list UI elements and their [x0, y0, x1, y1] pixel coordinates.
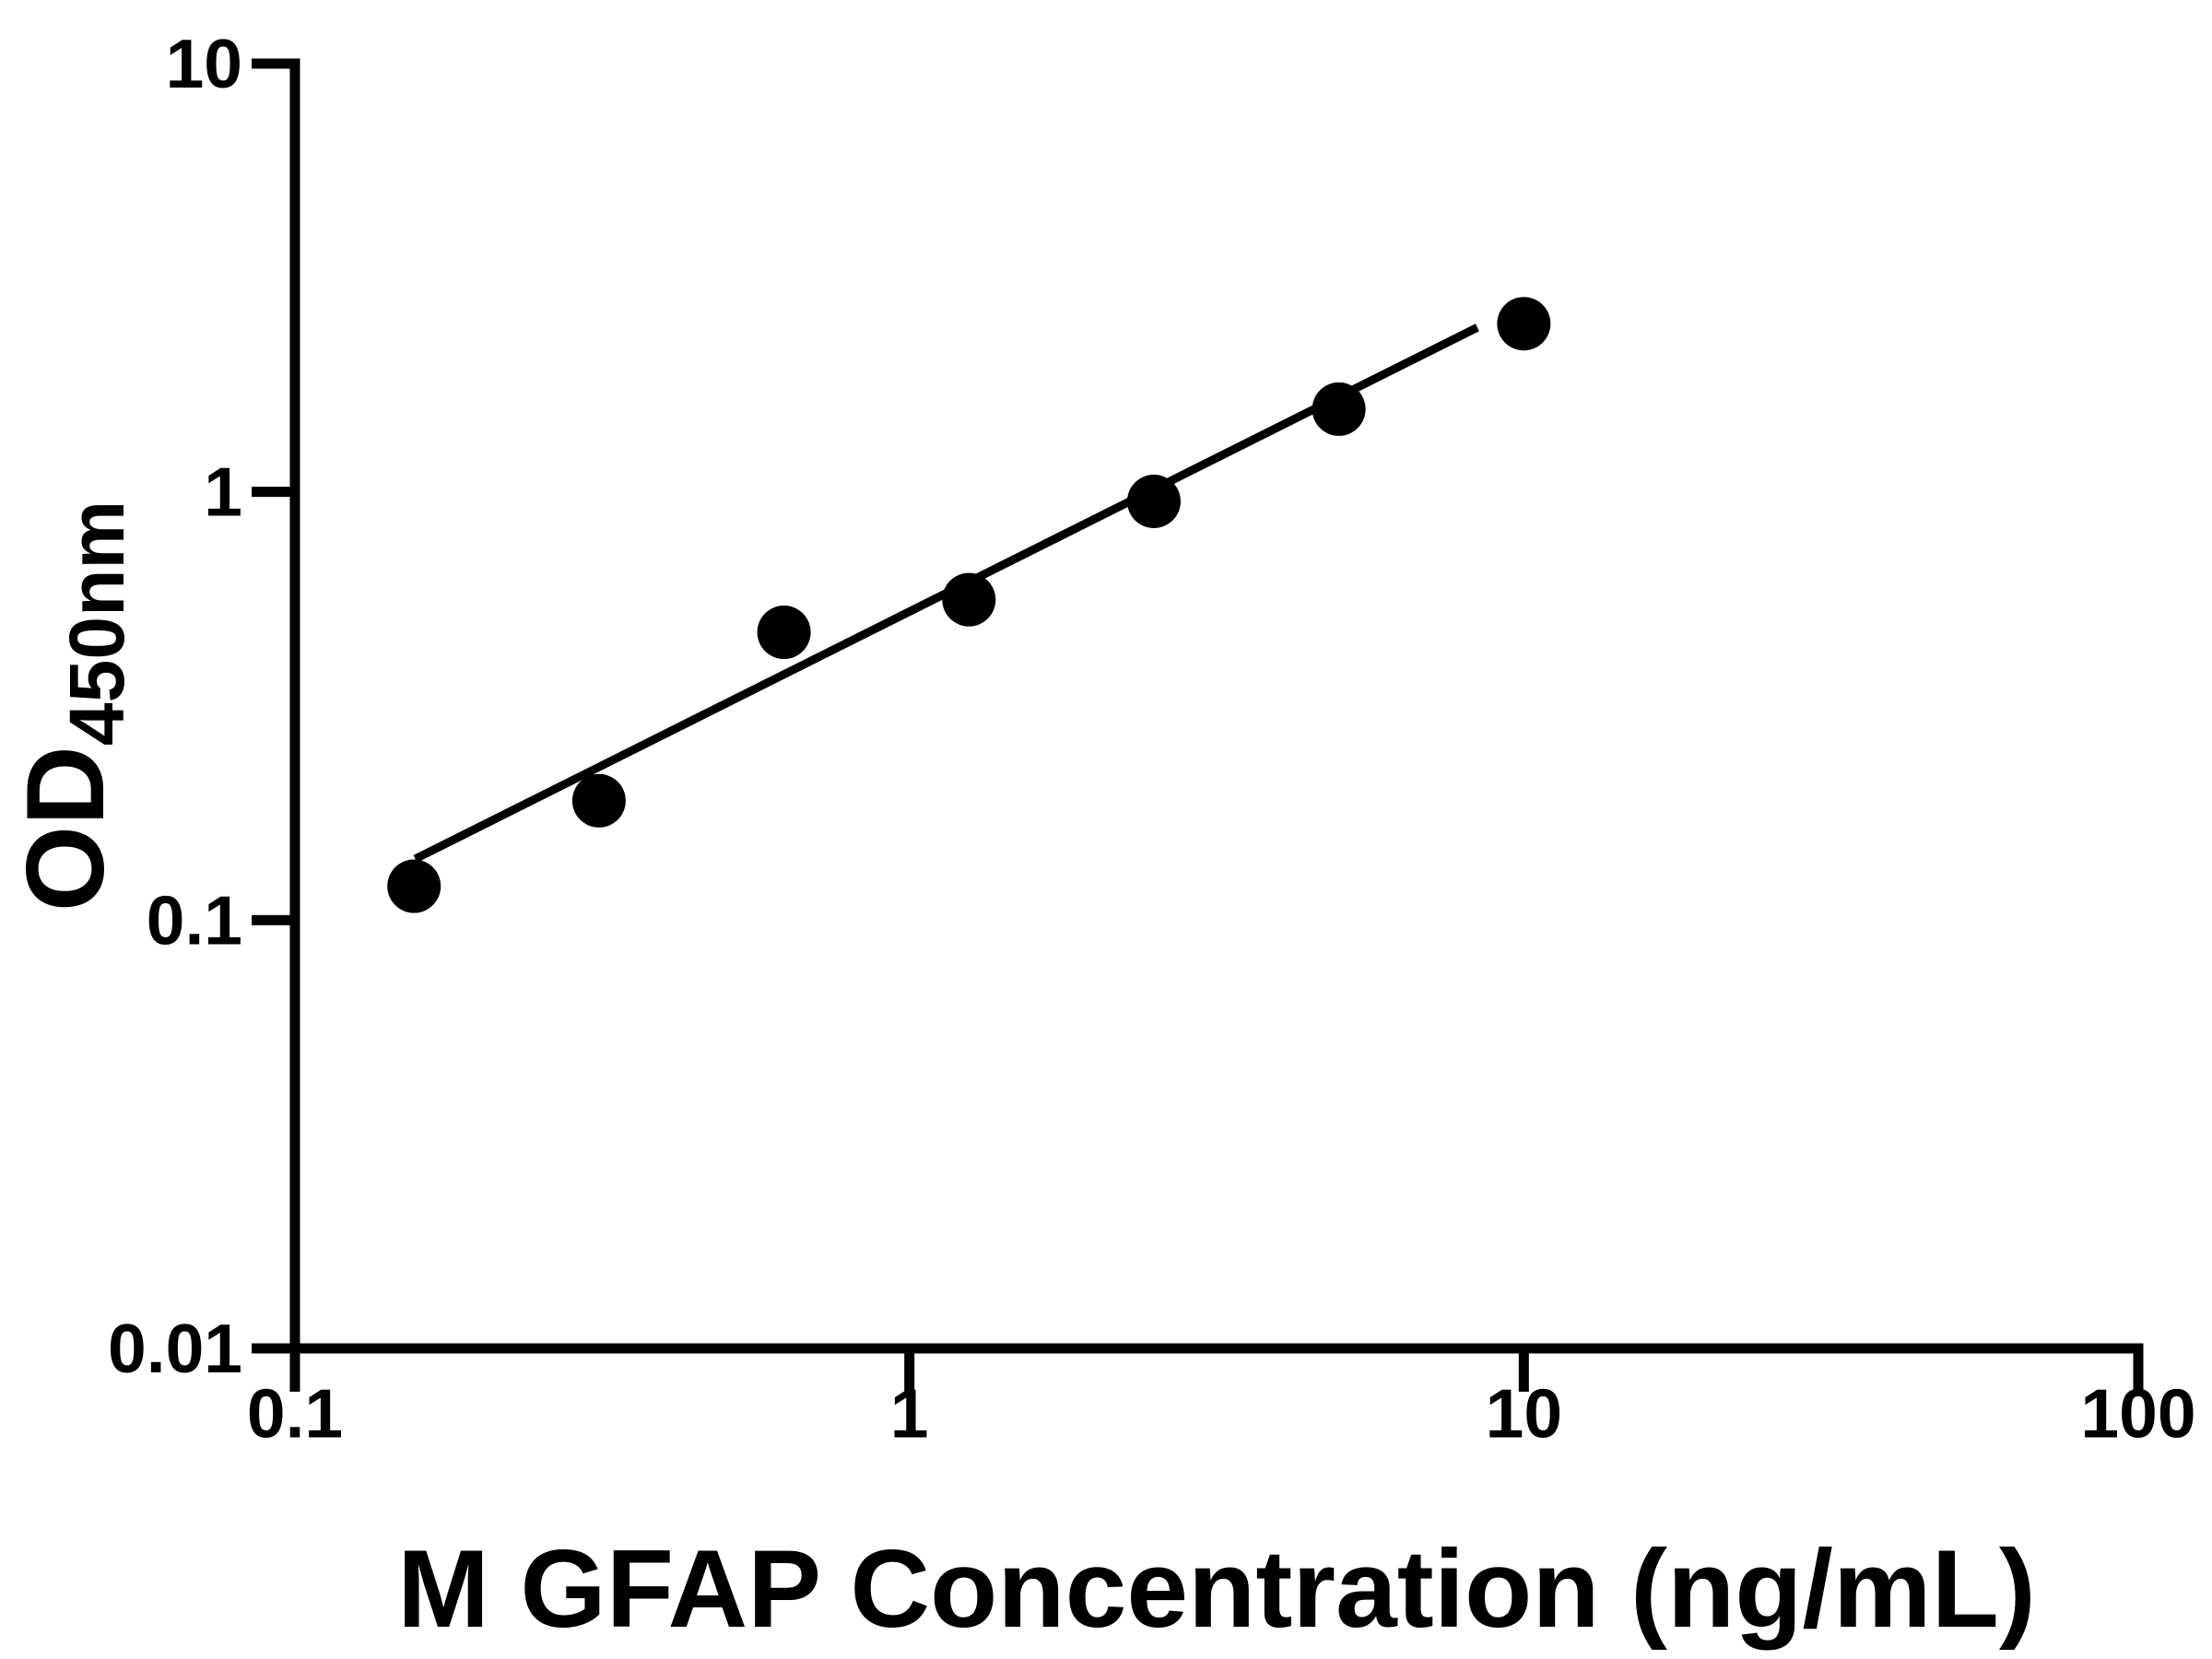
x-tick-label-100: 100: [2080, 1374, 2195, 1452]
data-point-5: [1126, 475, 1181, 529]
y-tick-label-10: 10: [166, 25, 242, 102]
x-tick-label-10: 10: [1486, 1374, 1562, 1452]
data-point-1: [387, 859, 441, 913]
y-axis-title-subscript: 450nm: [53, 500, 140, 746]
data-point-7: [1497, 297, 1551, 351]
y-axis-title: OD450nm: [4, 500, 140, 912]
x-tick-label-0.1: 0.1: [247, 1374, 343, 1452]
data-point-3: [757, 606, 811, 660]
x-tick-label-1: 1: [890, 1374, 929, 1452]
y-tick-label-1: 1: [204, 453, 242, 531]
y-tick-label-0.01: 0.01: [108, 1310, 242, 1387]
data-point-4: [942, 572, 996, 627]
y-tick-label-0.1: 0.1: [147, 881, 242, 959]
data-point-2: [571, 773, 626, 828]
data-point-6: [1312, 382, 1366, 436]
y-axis-title-main: OD: [4, 746, 127, 912]
x-axis-title: M GFAP Concentration (ng/mL): [397, 1527, 2036, 1651]
